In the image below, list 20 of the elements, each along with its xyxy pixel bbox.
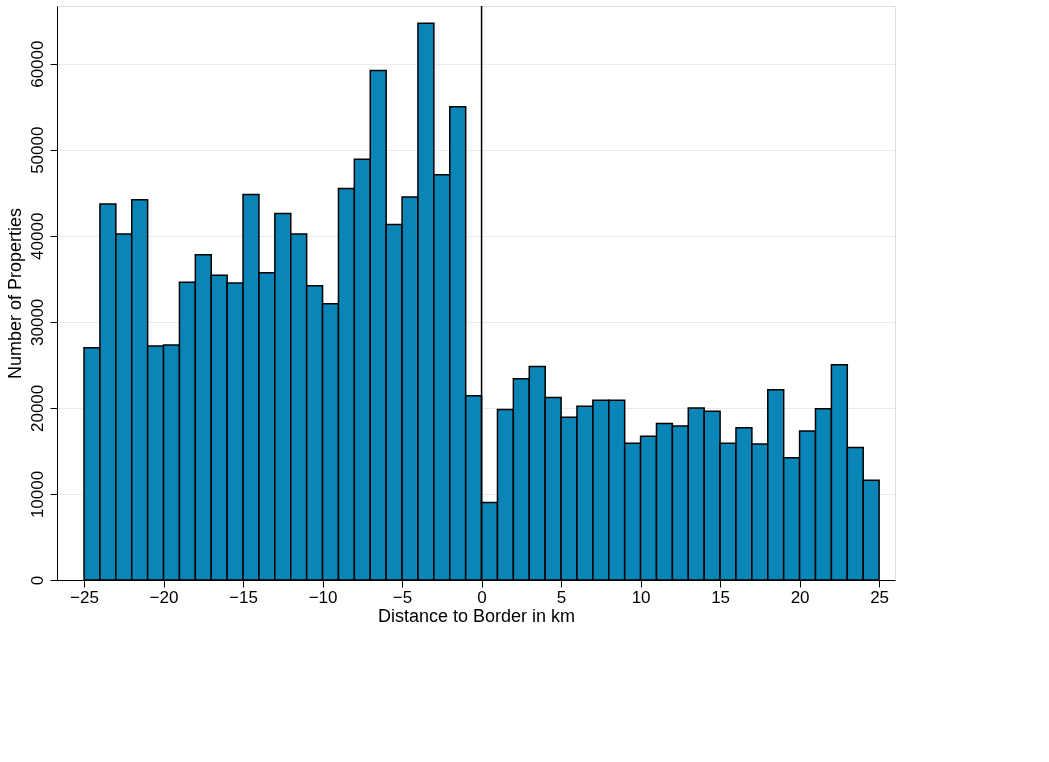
x-tick-label: −25 (70, 587, 99, 607)
x-tick-label: 5 (556, 587, 567, 607)
y-tick-label: 20000 (27, 384, 47, 433)
x-tick-label: −5 (392, 587, 413, 607)
y-tick-label: 50000 (27, 126, 47, 174)
y-axis-title: Number of Properties (4, 207, 25, 380)
x-tick-label: −10 (308, 587, 338, 607)
y-tick-label: 60000 (27, 40, 47, 88)
x-tick-label: 25 (870, 587, 890, 607)
y-tick-label: 30000 (27, 298, 47, 346)
y-tick-label: 0 (27, 575, 47, 586)
y-tick-label: 40000 (27, 212, 47, 260)
x-tick-label: 10 (631, 587, 651, 607)
x-axis-title: Distance to Border in km (377, 605, 576, 626)
y-tick-label: 10000 (27, 470, 47, 519)
x-tick-label: 15 (711, 587, 731, 607)
x-tick-label: −15 (229, 587, 258, 607)
x-tick-label: 0 (477, 587, 487, 607)
x-tick-label: −20 (149, 587, 179, 607)
x-tick-label: 20 (790, 587, 810, 607)
